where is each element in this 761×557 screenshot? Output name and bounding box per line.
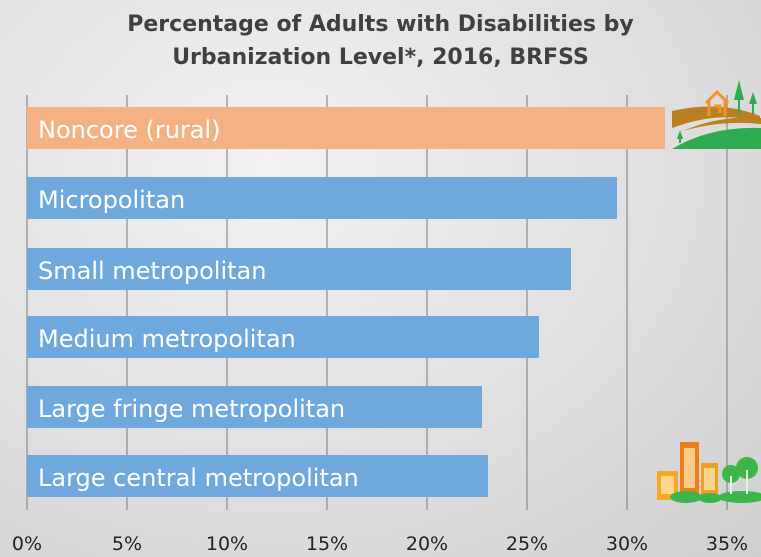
bar-label: Large fringe metropolitan	[38, 395, 345, 423]
bar	[27, 177, 617, 219]
x-tick-label: 25%	[506, 533, 548, 555]
bar-label: Large central metropolitan	[38, 464, 359, 492]
chart-title: Percentage of Adults with Disabilities b…	[0, 8, 761, 74]
title-line-2: Urbanization Level*, 2016, BRFSS	[172, 45, 589, 70]
bar	[27, 455, 488, 497]
x-tick-label: 20%	[406, 533, 448, 555]
x-tick-label: 10%	[206, 533, 248, 555]
x-tick-label: 5%	[112, 533, 142, 555]
bar-label: Micropolitan	[38, 186, 185, 214]
bar	[27, 386, 482, 428]
rural-landscape-icon	[672, 80, 761, 149]
bar-label: Noncore (rural)	[38, 116, 221, 144]
bar	[27, 248, 571, 290]
x-tick-label: 35%	[706, 533, 748, 555]
bar-label: Small metropolitan	[38, 257, 266, 285]
bar-label: Medium metropolitan	[38, 325, 296, 353]
x-tick-label: 30%	[606, 533, 648, 555]
title-line-1: Percentage of Adults with Disabilities b…	[127, 12, 634, 37]
bar	[27, 316, 539, 358]
city-buildings-icon	[657, 442, 761, 503]
bar	[27, 107, 665, 149]
x-tick-label: 0%	[12, 533, 42, 555]
x-tick-label: 15%	[306, 533, 348, 555]
